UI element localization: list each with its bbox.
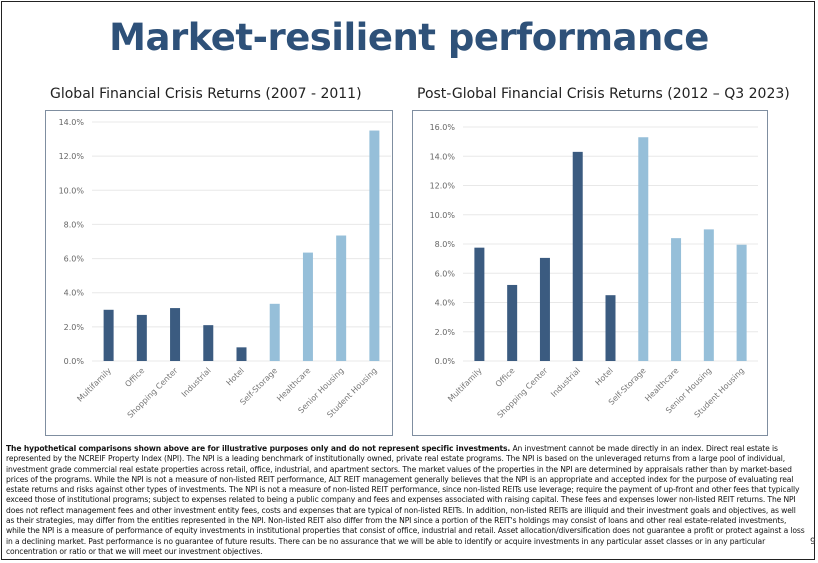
y-tick-label: 4.0% <box>435 299 456 308</box>
x-tick-label: Office <box>123 366 146 389</box>
y-tick-label: 14.0% <box>430 152 456 161</box>
y-tick-label: 8.0% <box>435 240 456 249</box>
disclaimer-bold: The hypothetical comparisons shown above… <box>6 444 511 453</box>
page-title: Market-resilient performance <box>109 16 709 59</box>
y-tick-label: 6.0% <box>435 269 456 278</box>
x-tick-label: Hotel <box>225 366 246 387</box>
y-tick-label: 16.0% <box>430 123 456 132</box>
y-tick-label: 8.0% <box>64 220 85 229</box>
y-tick-label: 14.0% <box>59 118 85 127</box>
y-tick-label: 10.0% <box>430 211 456 220</box>
disclaimer-footnote: The hypothetical comparisons shown above… <box>6 444 806 557</box>
bar-senior-housing <box>703 229 714 361</box>
y-tick-label: 12.0% <box>430 182 456 191</box>
chart-gfc-returns: 0.0% 2.0% 4.0% 6.0% 8.0% 10.0% 12.0% 14.0% Multi… <box>45 110 393 436</box>
bar-office <box>507 284 518 361</box>
bar-multifamily <box>474 247 485 361</box>
x-tick-label: Industrial <box>180 366 213 399</box>
chart-post-gfc-returns: 0.0% 2.0% 4.0% 6.0% 8.0% 10.0% 12.0% 14.0% 16.0%… <box>412 110 768 436</box>
chart-svg: 0.0% 2.0% 4.0% 6.0% 8.0% 10.0% 12.0% 14.0% Multi… <box>59 118 391 420</box>
bar-student-housing <box>369 130 380 361</box>
bar-industrial <box>572 151 583 361</box>
bar-healthcare <box>671 238 682 361</box>
x-tick-label: Multifamily <box>446 366 484 404</box>
bar-healthcare <box>302 252 313 361</box>
y-tick-label: 2.0% <box>435 328 456 337</box>
bar-industrial <box>203 325 214 361</box>
y-tick-label: 6.0% <box>64 255 85 264</box>
bar-student-housing <box>736 244 747 361</box>
x-tick-label: Office <box>494 366 517 389</box>
bar-self-storage <box>269 303 280 361</box>
chart-title-gfc: Global Financial Crisis Returns (2007 - … <box>50 86 362 102</box>
y-tick-label: 12.0% <box>59 152 85 161</box>
bar-office <box>136 314 147 361</box>
y-tick-label: 4.0% <box>64 289 85 298</box>
y-tick-label: 2.0% <box>64 323 85 332</box>
bar-shopping-center <box>539 257 550 361</box>
y-tick-label: 0.0% <box>435 357 456 366</box>
x-tick-label: Multifamily <box>75 366 113 404</box>
bar-senior-housing <box>336 235 347 361</box>
disclaimer-text: An investment cannot be made directly in… <box>6 444 805 556</box>
bar-shopping-center <box>170 308 181 361</box>
chart-title-post-gfc: Post-Global Financial Crisis Returns (20… <box>417 86 790 102</box>
x-tick-label: Industrial <box>549 366 582 399</box>
x-tick-label: Hotel <box>594 366 615 387</box>
y-tick-label: 10.0% <box>59 186 85 195</box>
bar-hotel <box>236 347 247 361</box>
page-number: 9 <box>810 537 816 547</box>
bar-multifamily <box>103 309 114 361</box>
chart-svg: 0.0% 2.0% 4.0% 6.0% 8.0% 10.0% 12.0% 14.0% 16.0%… <box>430 123 758 420</box>
bar-hotel <box>605 295 616 361</box>
bar-self-storage <box>638 137 649 361</box>
y-tick-label: 0.0% <box>64 357 85 366</box>
